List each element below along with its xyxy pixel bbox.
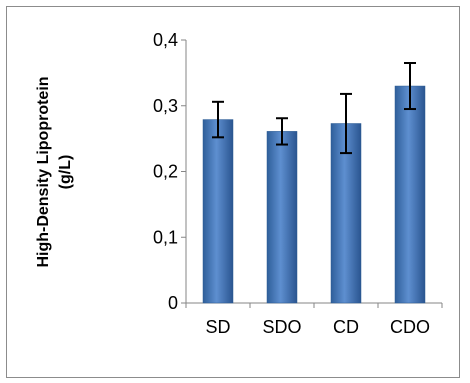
x-tick-label: CD xyxy=(333,317,359,337)
error-bar-sdo xyxy=(276,117,288,146)
y-tick-label: 0 xyxy=(168,293,178,313)
bar-sd xyxy=(202,119,234,304)
y-ticks: 0 0,1 0,2 0,3 0,4 xyxy=(153,30,186,313)
bar-cdo xyxy=(394,85,426,304)
x-tick-label: SDO xyxy=(262,317,301,337)
x-tick-label: CDO xyxy=(390,317,430,337)
y-tick-label: 0,1 xyxy=(153,227,178,247)
error-bar-sd xyxy=(212,100,224,139)
y-axis-title-line2: (g/L) xyxy=(57,155,74,190)
y-tick-label: 0,2 xyxy=(153,162,178,182)
y-axis-title: High-Density Lipoprotein (g/L) xyxy=(35,76,74,267)
error-bar-cdo xyxy=(404,62,416,111)
x-ticks xyxy=(185,303,443,308)
y-tick-label: 0,3 xyxy=(153,96,178,116)
error-bars xyxy=(212,62,416,155)
x-tick-label: SD xyxy=(205,317,230,337)
bars xyxy=(202,85,426,304)
y-tick-label: 0,4 xyxy=(153,30,178,50)
bar-sdo xyxy=(266,131,298,304)
y-axis-title-line1: High-Density Lipoprotein xyxy=(35,76,52,267)
x-labels: SD SDO CD CDO xyxy=(205,317,430,337)
error-bar-cd xyxy=(340,92,352,155)
